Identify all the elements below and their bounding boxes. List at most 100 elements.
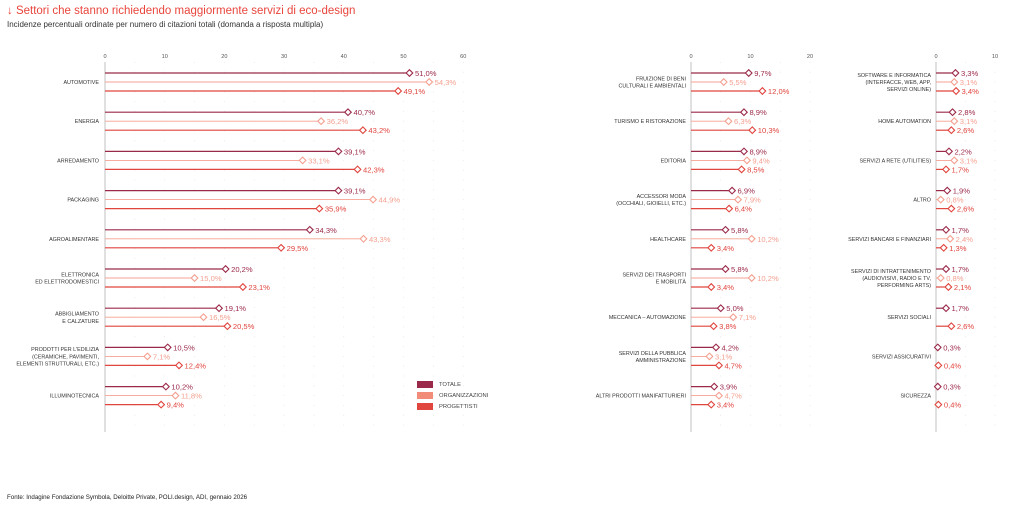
marker-organizzazioni [190, 273, 199, 283]
category-label: ALTRO [913, 198, 931, 204]
category-label: MECCANICA – AUTOMAZIONE [609, 315, 687, 321]
chart-1-tick-label: 10 [162, 54, 168, 60]
marker-progettisti [947, 126, 956, 135]
marker-totale [343, 108, 353, 117]
value-label-organizzazioni: 11,8% [181, 392, 202, 401]
marker-totale [744, 68, 753, 78]
value-label-totale: 5,8% [731, 226, 749, 235]
marker-totale [941, 225, 951, 234]
value-label-totale: 4,2% [721, 343, 739, 352]
marker-totale [334, 147, 343, 156]
marker-totale [941, 304, 951, 313]
value-label-totale: 8,9% [749, 147, 767, 156]
value-label-progettisti: 12,4% [185, 361, 207, 370]
category-label: ARREDAMENTO [57, 158, 99, 164]
value-label-totale: 2,8% [958, 108, 976, 117]
value-label-totale: 34,3% [315, 226, 337, 235]
value-label-progettisti: 1,3% [949, 244, 967, 253]
category-label: ACCESSORI MODA [637, 194, 687, 200]
marker-progettisti [941, 165, 951, 174]
value-label-progettisti: 10,3% [758, 126, 780, 135]
chart-2-tick-label: 0 [689, 54, 692, 60]
category-label: ALTRI PRODOTTI MANIFATTURIERI [596, 394, 686, 400]
value-label-totale: 2,2% [954, 147, 972, 156]
value-label-progettisti: 3,4% [962, 87, 980, 96]
value-label-organizzazioni: 9,4% [752, 156, 770, 165]
value-label-totale: 9,7% [754, 69, 772, 78]
marker-totale [214, 304, 224, 313]
category-label: (OCCHIALI, GIOIELLI, ETC.) [616, 201, 686, 207]
marker-totale [305, 225, 314, 234]
marker-organizzazioni [199, 313, 208, 322]
category-label: SERVIZI DI INTRATTENIMENTO [851, 269, 931, 275]
marker-progettisti [707, 400, 716, 409]
category-label: SICUREZZA [900, 394, 931, 400]
value-label-organizzazioni: 4,7% [724, 392, 742, 401]
marker-totale [721, 264, 730, 274]
chart-title: ↓ Settori che stanno richiedendo maggior… [7, 5, 356, 17]
value-label-organizzazioni: 10,2% [757, 235, 779, 244]
marker-totale [334, 186, 343, 195]
value-label-progettisti: 4,7% [724, 361, 742, 370]
chart-subtitle: Incidenze percentuali ordinate per numer… [7, 20, 324, 29]
value-label-progettisti: 20,5% [233, 322, 255, 331]
marker-organizzazioni [298, 156, 307, 165]
legend-item-progettisti: PROGETTISTI [417, 401, 488, 412]
marker-organizzazioni [368, 195, 378, 204]
category-label: ELEMENTI STRUTTURALI, ETC.) [16, 362, 99, 368]
marker-totale [221, 264, 230, 274]
value-label-totale: 10,2% [171, 383, 193, 392]
legend-swatch-organizzazioni [417, 392, 433, 399]
marker-organizzazioni [950, 117, 959, 126]
category-label: SERVIZI A RETE (UTILITIES) [860, 158, 932, 164]
value-label-organizzazioni: 6,3% [734, 117, 752, 126]
value-label-totale: 6,9% [738, 187, 756, 196]
marker-organizzazioni [359, 234, 368, 243]
value-label-progettisti: 35,9% [325, 205, 347, 214]
marker-progettisti [944, 282, 953, 292]
marker-totale [944, 147, 954, 156]
category-label: HOME AUTOMATION [878, 119, 931, 125]
marker-totale [948, 108, 957, 117]
marker-totale [941, 264, 951, 274]
category-label: SOFTWARE E INFORMATICA [857, 73, 931, 79]
category-label: SERVIZI SOCIALI [887, 315, 931, 321]
value-label-organizzazioni: 54,3% [435, 78, 457, 87]
marker-progettisti [707, 243, 716, 252]
value-label-organizzazioni: 0,8% [946, 196, 964, 205]
marker-organizzazioni [425, 77, 434, 87]
legend-swatch-progettisti [417, 403, 433, 410]
marker-progettisti [758, 86, 767, 96]
value-label-progettisti: 29,5% [287, 244, 309, 253]
category-label: (AUDIOVISIVI, RADIO E TV, [862, 276, 931, 282]
marker-totale [163, 343, 172, 352]
value-label-progettisti: 8,5% [747, 165, 765, 174]
value-label-progettisti: 23,1% [248, 283, 270, 292]
marker-progettisti [737, 165, 746, 174]
value-label-totale: 1,7% [952, 304, 970, 313]
marker-progettisti [174, 361, 184, 370]
marker-progettisti [947, 322, 956, 331]
chart-2-tick-label: 20 [807, 54, 813, 60]
marker-organizzazioni [950, 77, 959, 87]
value-label-organizzazioni: 3,1% [960, 156, 978, 165]
value-label-progettisti: 1,7% [952, 165, 970, 174]
value-label-organizzazioni: 0,8% [946, 274, 964, 283]
marker-progettisti [947, 204, 956, 213]
marker-totale [933, 343, 942, 352]
marker-progettisti [934, 400, 943, 409]
category-label: AMMINISTRAZIONE [636, 358, 687, 364]
value-label-organizzazioni: 36,2% [327, 117, 349, 126]
marker-organizzazioni [714, 391, 724, 400]
marker-progettisti [939, 243, 948, 252]
value-label-totale: 3,3% [961, 69, 979, 78]
marker-organizzazioni [733, 195, 743, 204]
value-label-totale: 51,0% [415, 69, 437, 78]
value-label-organizzazioni: 2,4% [956, 235, 974, 244]
value-label-progettisti: 43,2% [368, 126, 390, 135]
category-label: TURISMO E RISTORAZIONE [614, 119, 686, 125]
marker-progettisti [157, 400, 166, 409]
value-label-totale: 1,9% [953, 187, 971, 196]
source-note: Fonte: Indagine Fondazione Symbola, Delo… [7, 494, 248, 501]
